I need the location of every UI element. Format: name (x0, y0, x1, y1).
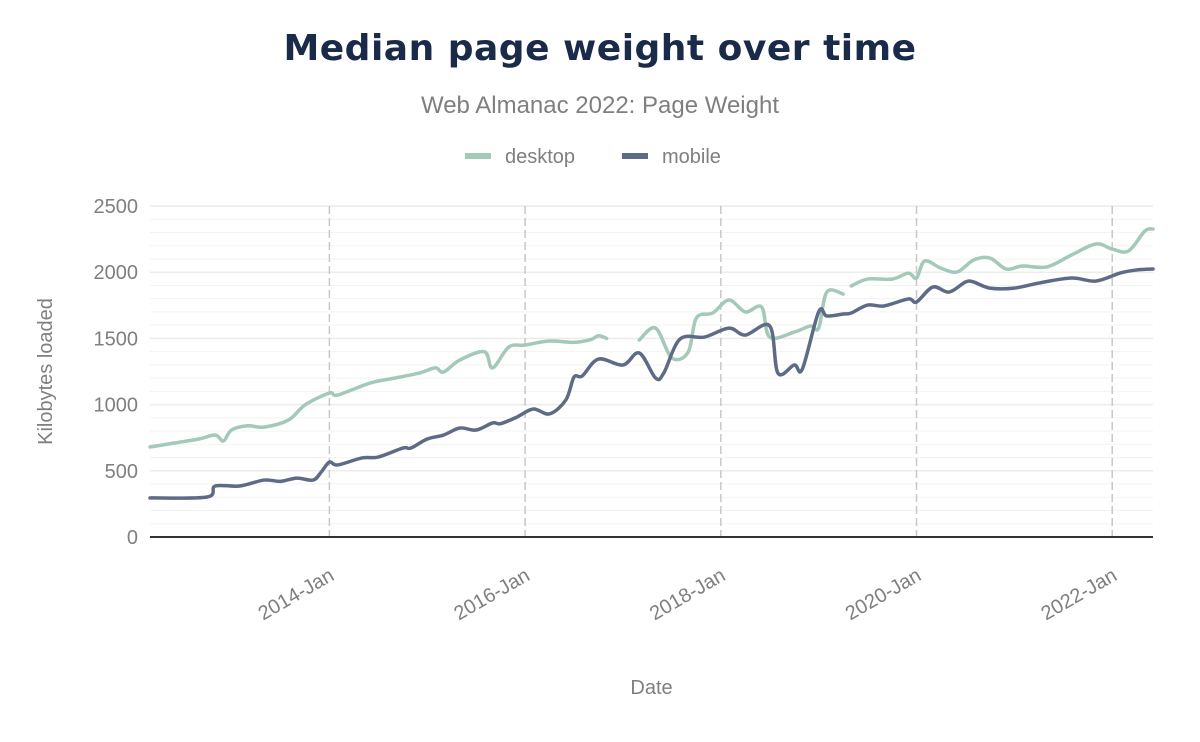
y-tick-label: 1500 (94, 328, 139, 350)
x-tick-label: 2022-Jan (1037, 564, 1120, 625)
desktop-line (637, 288, 845, 362)
y-tick-label: 2000 (94, 262, 139, 284)
desktop-line (849, 227, 1155, 288)
legend-item-mobile[interactable]: mobile (622, 146, 721, 168)
y-tick-label: 1000 (94, 395, 139, 417)
series-desktop (148, 227, 1155, 449)
y-tick-label: 0 (127, 527, 138, 549)
x-tick-label: 2014-Jan (255, 564, 338, 625)
x-tick-label: 2016-Jan (450, 564, 533, 625)
series-mobile (148, 267, 1155, 500)
x-tick-label: 2018-Jan (646, 564, 729, 625)
x-tick-label: 2020-Jan (842, 564, 925, 625)
legend-label: mobile (662, 146, 721, 168)
y-axis-title: Kilobytes loaded (35, 298, 57, 445)
y-tick-label: 2500 (94, 196, 139, 218)
desktop-line (148, 334, 609, 449)
chart-title: Median page weight over time (283, 28, 917, 69)
chart-subtitle: Web Almanac 2022: Page Weight (420, 92, 779, 119)
legend-item-desktop[interactable]: desktop (465, 146, 575, 168)
legend-label: desktop (505, 146, 575, 168)
y-tick-label: 500 (105, 461, 138, 483)
x-axis-title: Date (630, 677, 672, 699)
mobile-line (148, 267, 1155, 500)
